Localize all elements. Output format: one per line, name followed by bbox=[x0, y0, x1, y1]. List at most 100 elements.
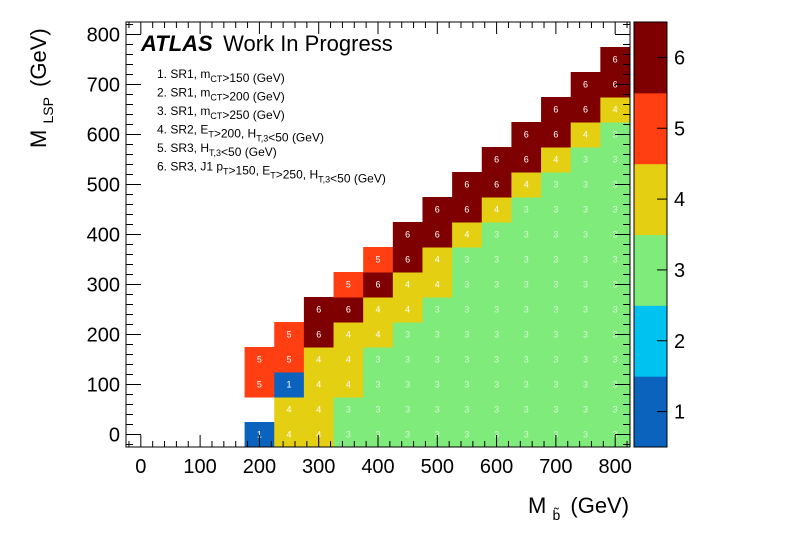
cell-value-label: 6 bbox=[553, 105, 558, 115]
cell-value-label: 6 bbox=[524, 155, 529, 165]
cell-value-label: 3 bbox=[405, 355, 410, 365]
heatmap-cell bbox=[452, 222, 483, 248]
x-tick-label: 100 bbox=[183, 456, 216, 478]
cell-value-label: 4 bbox=[494, 205, 499, 215]
heatmap-cell bbox=[363, 322, 394, 348]
cell-value-label: 4 bbox=[613, 105, 618, 115]
heatmap-cell bbox=[422, 322, 453, 348]
heatmap-cell bbox=[511, 272, 542, 298]
cell-value-label: 3 bbox=[494, 305, 499, 315]
x-tick-label: 500 bbox=[421, 456, 454, 478]
cell-value-label: 4 bbox=[553, 155, 558, 165]
cell-value-label: 3 bbox=[464, 355, 469, 365]
cell-value-label: 3 bbox=[346, 405, 351, 415]
heatmap-cell bbox=[452, 397, 483, 423]
heatmap-cell bbox=[600, 397, 631, 423]
color-scale-label: 6 bbox=[674, 47, 685, 69]
cell-value-label: 3 bbox=[464, 380, 469, 390]
heatmap-cell bbox=[570, 272, 601, 298]
heatmap-cell bbox=[600, 247, 631, 273]
atlas-label: ATLAS Work In Progress bbox=[140, 31, 393, 56]
heatmap-cell bbox=[452, 347, 483, 373]
y-tick-label: 200 bbox=[87, 325, 120, 347]
heatmap-cell bbox=[303, 297, 335, 323]
heatmap-cell bbox=[541, 97, 572, 123]
cell-value-label: 6 bbox=[375, 280, 380, 290]
heatmap-cell bbox=[392, 397, 423, 423]
color-scale-label: 4 bbox=[674, 189, 685, 211]
cell-value-label: 3 bbox=[405, 330, 410, 340]
cell-value-label: 6 bbox=[583, 80, 588, 90]
cell-value-label: 3 bbox=[613, 205, 618, 215]
heatmap-cell bbox=[570, 297, 601, 323]
heatmap-cell bbox=[274, 322, 305, 348]
heatmap-cell bbox=[481, 222, 512, 248]
cell-value-label: 6 bbox=[464, 205, 469, 215]
legend-entry: 5. SR3, HT,3<50 (GeV) bbox=[157, 141, 277, 159]
cell-value-label: 1 bbox=[257, 430, 262, 440]
cell-value-label: 3 bbox=[494, 255, 499, 265]
cell-value-label: 3 bbox=[553, 380, 558, 390]
legend-entry: 3. SR1, mCT>250 (GeV) bbox=[157, 104, 285, 122]
cell-value-label: 3 bbox=[464, 430, 469, 440]
x-axis-title-sub: b̃ bbox=[552, 507, 560, 523]
cell-value-label: 3 bbox=[583, 380, 588, 390]
cell-value-label: 4 bbox=[346, 380, 351, 390]
cell-value-label: 6 bbox=[405, 230, 410, 240]
cell-value-label: 6 bbox=[613, 55, 618, 65]
cell-value-label: 3 bbox=[613, 405, 618, 415]
legend-entry: 6. SR3, J1 pT>150, ET>250, HT,3<50 (GeV) bbox=[157, 160, 386, 186]
cell-value-label: 4 bbox=[316, 430, 321, 440]
cell-value-label: 3 bbox=[583, 230, 588, 240]
cell-value-label: 4 bbox=[405, 305, 410, 315]
heatmap-cell bbox=[511, 222, 542, 248]
heatmap-cell bbox=[481, 322, 512, 348]
y-tick-label: 700 bbox=[87, 75, 120, 97]
x-tick-label: 700 bbox=[539, 456, 572, 478]
cell-value-label: 4 bbox=[464, 230, 469, 240]
heatmap-cell bbox=[541, 397, 572, 423]
heatmap-cell bbox=[481, 397, 512, 423]
heatmap-cell bbox=[303, 372, 335, 398]
heatmap-cell bbox=[333, 322, 364, 348]
cell-value-label: 3 bbox=[553, 330, 558, 340]
cell-value-label: 3 bbox=[494, 405, 499, 415]
x-tick-label: 400 bbox=[361, 456, 394, 478]
cell-value-label: 3 bbox=[405, 430, 410, 440]
heatmap-cell bbox=[481, 372, 512, 398]
cell-value-label: 3 bbox=[524, 380, 529, 390]
heatmap-cell bbox=[600, 147, 631, 173]
heatmap-cell bbox=[363, 247, 394, 273]
heatmap-cell bbox=[452, 322, 483, 348]
heatmap-cell bbox=[570, 372, 601, 398]
cell-value-label: 3 bbox=[435, 430, 440, 440]
cell-value-label: 4 bbox=[287, 405, 292, 415]
cell-value-label: 3 bbox=[494, 380, 499, 390]
heatmap-cell bbox=[541, 122, 572, 148]
y-axis-title-unit: (GeV) bbox=[26, 28, 51, 87]
heatmap-cell bbox=[511, 372, 542, 398]
cell-value-label: 3 bbox=[583, 180, 588, 190]
legend-entry: 4. SR2, ET>200, HT,3<50 (GeV) bbox=[157, 123, 324, 145]
y-tick-label: 500 bbox=[87, 175, 120, 197]
heatmap-cell bbox=[570, 147, 601, 173]
cell-value-label: 3 bbox=[583, 205, 588, 215]
cell-value-label: 3 bbox=[346, 430, 351, 440]
x-axis-title: M b̃ (GeV) bbox=[528, 493, 629, 525]
cell-value-label: 3 bbox=[524, 430, 529, 440]
cell-value-label: 3 bbox=[524, 255, 529, 265]
legend-entry: 1. SR1, mCT>150 (GeV) bbox=[157, 67, 285, 85]
heatmap-cell bbox=[452, 272, 483, 298]
cell-value-label: 6 bbox=[435, 230, 440, 240]
cell-value-label: 3 bbox=[583, 305, 588, 315]
heatmap-cell bbox=[452, 172, 483, 198]
heatmap-cell bbox=[392, 322, 423, 348]
color-scale-label: 2 bbox=[674, 331, 685, 353]
heatmap-cell bbox=[244, 372, 275, 398]
cell-value-label: 5 bbox=[257, 380, 262, 390]
heatmap-cell bbox=[541, 247, 572, 273]
heatmap-cell bbox=[481, 272, 512, 298]
cell-value-label: 3 bbox=[613, 255, 618, 265]
heatmap-cell bbox=[333, 297, 364, 323]
cell-value-label: 3 bbox=[613, 355, 618, 365]
